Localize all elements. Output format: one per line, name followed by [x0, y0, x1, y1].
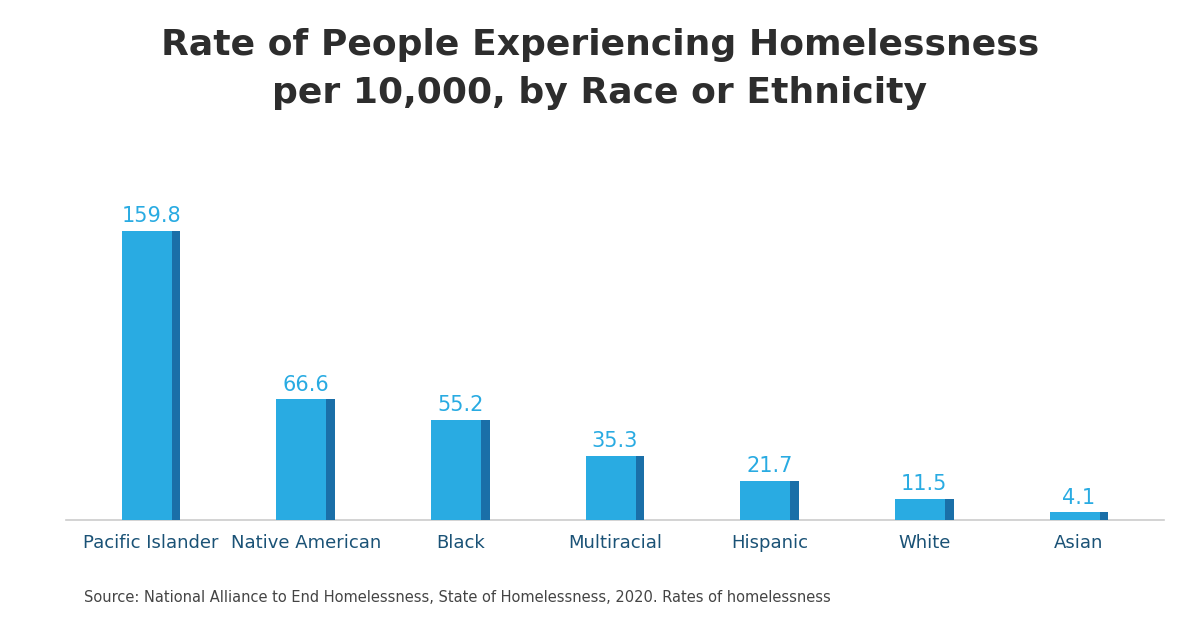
Bar [586, 456, 644, 520]
Text: 4.1: 4.1 [1062, 488, 1096, 508]
Text: 11.5: 11.5 [901, 474, 948, 495]
Bar [431, 420, 490, 520]
Bar [172, 231, 180, 520]
Bar [944, 499, 954, 520]
Text: Source: National Alliance to End Homelessness, State of Homelessness, 2020. Rate: Source: National Alliance to End Homeles… [84, 590, 830, 605]
Bar [121, 231, 180, 520]
Text: 55.2: 55.2 [437, 396, 484, 415]
Bar [326, 399, 335, 520]
Bar [1050, 512, 1109, 520]
Bar [1099, 512, 1109, 520]
Text: 159.8: 159.8 [121, 207, 181, 226]
Bar [895, 499, 954, 520]
Bar [791, 481, 799, 520]
Text: 66.6: 66.6 [282, 375, 329, 395]
Text: 35.3: 35.3 [592, 432, 638, 452]
Bar [636, 456, 644, 520]
Text: Rate of People Experiencing Homelessness
per 10,000, by Race or Ethnicity: Rate of People Experiencing Homelessness… [161, 28, 1039, 110]
Bar [481, 420, 490, 520]
Text: 21.7: 21.7 [746, 456, 793, 476]
Bar [276, 399, 335, 520]
Bar [740, 481, 799, 520]
